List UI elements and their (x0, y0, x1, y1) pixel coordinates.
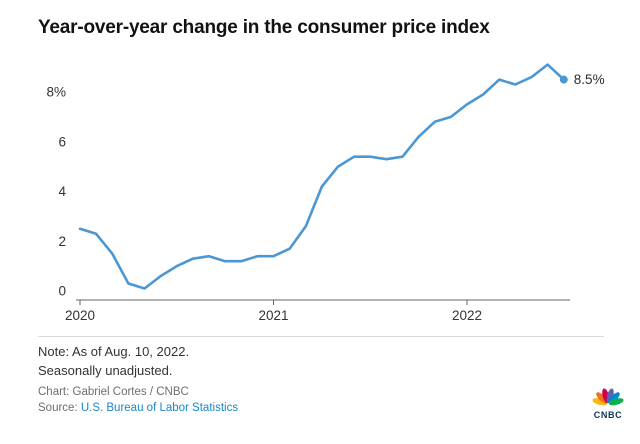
note-line-2: Seasonally unadjusted. (38, 363, 173, 378)
note-line-1: Note: As of Aug. 10, 2022. (38, 344, 190, 359)
cnbc-logo: CNBC (586, 382, 630, 420)
peacock-feather (608, 398, 624, 406)
footer-divider (38, 336, 604, 337)
source-label: Source: (38, 402, 81, 414)
y-axis-tick-label: 4 (58, 184, 66, 199)
chart-credit: Chart: Gabriel Cortes / CNBC (38, 386, 189, 398)
cnbc-peacock-icon (592, 388, 624, 406)
end-point-dot (559, 75, 568, 84)
y-axis-tick-label: 8% (46, 85, 66, 100)
cpi-data-line (78, 63, 566, 290)
x-axis-tick-label: 2020 (65, 308, 95, 323)
y-axis-tick-label: 6 (58, 134, 66, 149)
x-axis-tick-label: 2022 (452, 308, 482, 323)
cnbc-wordmark: CNBC (593, 410, 623, 420)
x-axis-tick-label: 2021 (258, 308, 288, 323)
y-axis-tick-label: 0 (58, 284, 66, 299)
source-link[interactable]: U.S. Bureau of Labor Statistics (80, 402, 239, 414)
y-axis-tick-label: 2 (58, 234, 66, 249)
end-value-label: 8.5% (574, 72, 605, 87)
source-line: Source: U.S. Bureau of Labor Statistics (38, 402, 238, 414)
chart-title: Year-over-year change in the consumer pr… (38, 17, 490, 38)
